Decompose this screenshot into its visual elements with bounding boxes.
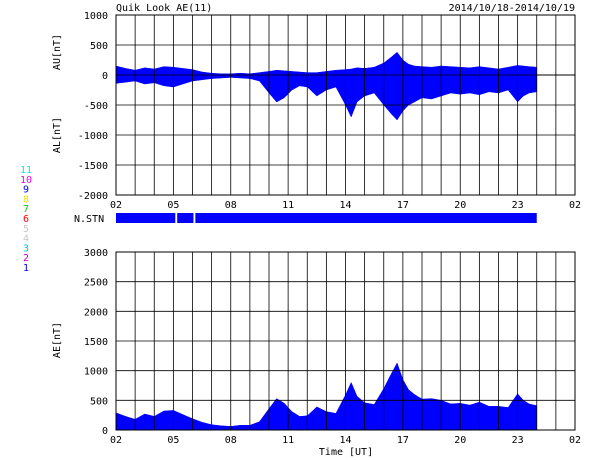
station-count-panel: N.STN <box>74 213 537 225</box>
x-tick-label: 20 <box>454 200 466 211</box>
station-number-4: 4 <box>23 234 29 245</box>
station-number-3: 3 <box>23 243 29 254</box>
ae-x-ticks: 02 05 08 11 14 17 20 23 02 <box>110 435 581 446</box>
x-tick-label: 05 <box>167 435 179 446</box>
y-tick-label: 1500 <box>84 337 108 348</box>
station-count-bar <box>116 213 537 223</box>
station-number-2: 2 <box>23 253 29 264</box>
x-tick-label: 17 <box>397 435 409 446</box>
y-tick-label: 2500 <box>84 278 108 289</box>
plot-frame <box>115 14 576 196</box>
y-tick-label: 3000 <box>84 248 108 259</box>
ae-y-ticks: 3000 2500 2000 1500 1000 500 0 <box>84 248 108 437</box>
au-al-gridlines <box>115 14 576 196</box>
x-tick-label: 02 <box>569 435 581 446</box>
date-range: 2014/10/18-2014/10/19 <box>449 3 575 14</box>
y-tick-label: 500 <box>90 41 108 52</box>
au-axis-label: AU[nT] <box>52 34 63 70</box>
x-tick-label: 08 <box>225 435 237 446</box>
x-tick-label: 02 <box>110 200 122 211</box>
x-tick-label: 17 <box>397 200 409 211</box>
al-axis-label: AL[nT] <box>52 117 63 153</box>
station-number-6: 6 <box>23 214 29 225</box>
plot-frame <box>115 251 576 431</box>
station-count-segment <box>195 213 537 223</box>
x-tick-label: 23 <box>512 200 524 211</box>
x-tick-label: 02 <box>110 435 122 446</box>
station-count-segment <box>177 213 194 223</box>
station-count-label: N.STN <box>74 214 104 225</box>
y-tick-label: 500 <box>90 396 108 407</box>
x-tick-label: 23 <box>512 435 524 446</box>
station-number-11: 11 <box>20 165 32 176</box>
au-al-panel: 1000 500 0 -500 -1000 -1500 -2000 02 05 08 11 14 17… <box>52 11 581 211</box>
au-al-y-ticks: 1000 500 0 -500 -1000 -1500 -2000 <box>78 11 108 202</box>
y-tick-label: 1000 <box>84 367 108 378</box>
time-axis-label: Time [UT] <box>319 447 373 458</box>
y-tick-label: -1500 <box>78 161 108 172</box>
ae-axis-label: AE[nT] <box>52 322 63 358</box>
x-tick-label: 14 <box>339 200 351 211</box>
figure-title: Quik Look AE(11) <box>116 3 212 14</box>
ae-gridlines <box>115 251 576 431</box>
x-tick-label: 20 <box>454 435 466 446</box>
x-tick-label: 11 <box>282 200 294 211</box>
x-tick-label: 05 <box>167 200 179 211</box>
au-al-x-ticks: 02 05 08 11 14 17 20 23 02 <box>110 200 581 211</box>
station-count-segment <box>116 213 176 223</box>
x-tick-label: 02 <box>569 200 581 211</box>
x-tick-label: 08 <box>225 200 237 211</box>
y-tick-label: 0 <box>102 426 108 437</box>
station-number-9: 9 <box>23 185 29 196</box>
y-tick-label: 1000 <box>84 11 108 22</box>
x-tick-label: 11 <box>282 435 294 446</box>
y-tick-label: -1000 <box>78 131 108 142</box>
y-tick-label: 0 <box>102 71 108 82</box>
y-tick-label: 2000 <box>84 307 108 318</box>
y-tick-label: -2000 <box>78 191 108 202</box>
station-number-1: 1 <box>23 263 29 274</box>
station-number-5: 5 <box>23 224 29 235</box>
ae-panel: 3000 2500 2000 1500 1000 500 0 02 05 08 11 14 17 20 2… <box>52 248 581 458</box>
station-number-10: 10 <box>20 175 32 186</box>
station-number-8: 8 <box>23 194 29 205</box>
station-number-7: 7 <box>23 204 29 215</box>
x-tick-label: 14 <box>339 435 351 446</box>
y-tick-label: -500 <box>84 101 108 112</box>
